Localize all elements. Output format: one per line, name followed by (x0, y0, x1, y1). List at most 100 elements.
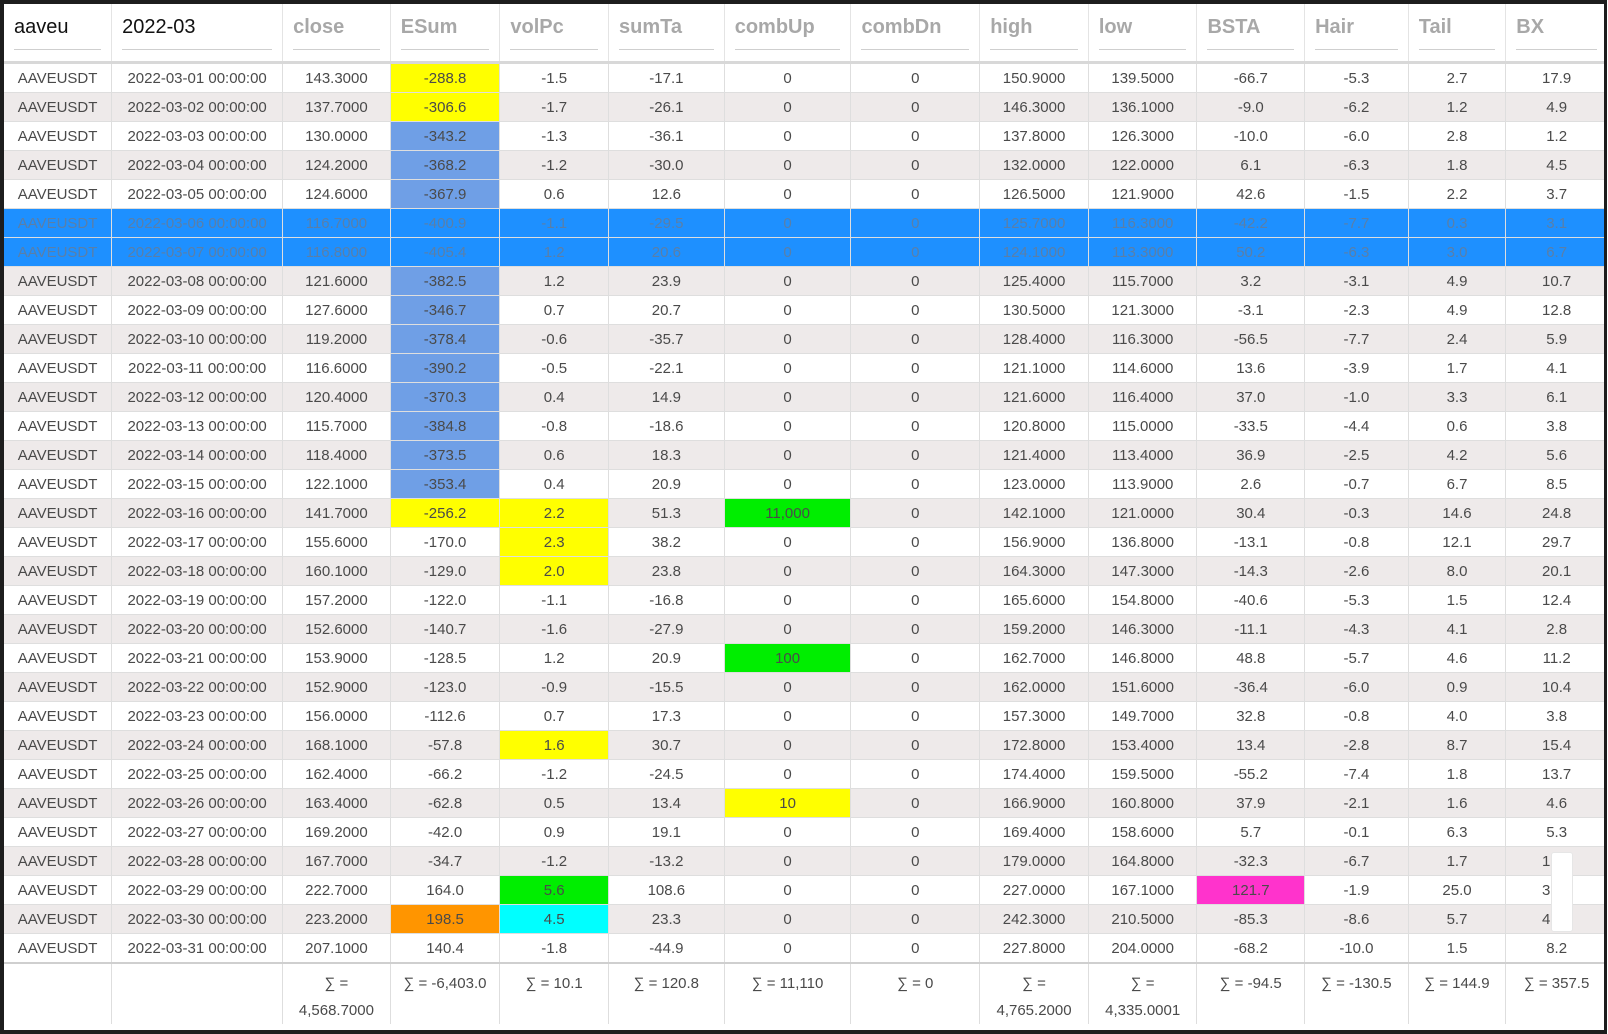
cell-close[interactable]: 157.2000 (282, 585, 391, 615)
cell-symbol[interactable]: AAVEUSDT (4, 237, 113, 267)
cell-high[interactable]: 121.4000 (979, 440, 1089, 470)
table-row[interactable]: AAVEUSDT 2022-03-29 00:00:00 222.7000 164.0… (4, 875, 1604, 905)
cell-date[interactable]: 2022-03-30 00:00:00 (111, 904, 284, 934)
cell-symbol[interactable]: AAVEUSDT (4, 817, 113, 847)
cell-combdn[interactable]: 0 (850, 237, 981, 267)
cell-date[interactable]: 2022-03-26 00:00:00 (111, 788, 284, 818)
cell-bx[interactable]: 13.7 (1505, 759, 1604, 789)
cell-esum[interactable]: -122.0 (390, 585, 501, 615)
cell-high[interactable]: 169.4000 (979, 817, 1089, 847)
cell-high[interactable]: 137.8000 (979, 121, 1089, 151)
cell-bsta[interactable]: 121.7 (1196, 875, 1306, 905)
cell-tail[interactable]: 1.8 (1408, 759, 1507, 789)
cell-combup[interactable]: 0 (724, 672, 852, 702)
cell-symbol[interactable]: AAVEUSDT (4, 295, 113, 325)
cell-sumta[interactable]: 14.9 (608, 382, 725, 412)
cell-date[interactable]: 2022-03-09 00:00:00 (111, 295, 284, 325)
cell-combdn[interactable]: 0 (850, 730, 981, 760)
cell-close[interactable]: 127.6000 (282, 295, 391, 325)
cell-volpc[interactable]: 0.6 (499, 440, 610, 470)
cell-date[interactable]: 2022-03-07 00:00:00 (111, 237, 284, 267)
table-row[interactable]: AAVEUSDT 2022-03-30 00:00:00 223.2000 198.5… (4, 904, 1604, 934)
cell-symbol[interactable]: AAVEUSDT (4, 62, 113, 93)
cell-sumta[interactable]: -27.9 (608, 614, 725, 644)
cell-sumta[interactable]: 19.1 (608, 817, 725, 847)
cell-tail[interactable]: 4.6 (1408, 643, 1507, 673)
table-row[interactable]: AAVEUSDT 2022-03-26 00:00:00 163.4000 -62.8… (4, 788, 1604, 818)
cell-bx[interactable]: 20.1 (1505, 556, 1604, 586)
cell-esum[interactable]: -112.6 (390, 701, 501, 731)
cell-volpc[interactable]: -1.5 (499, 62, 610, 93)
cell-low[interactable]: 126.3000 (1088, 121, 1198, 151)
cell-volpc[interactable]: -1.3 (499, 121, 610, 151)
cell-combdn[interactable]: 0 (850, 701, 981, 731)
cell-high[interactable]: 162.7000 (979, 643, 1089, 673)
cell-close[interactable]: 168.1000 (282, 730, 391, 760)
cell-low[interactable]: 136.8000 (1088, 527, 1198, 557)
cell-hair[interactable]: -6.0 (1304, 121, 1409, 151)
cell-hair[interactable]: -5.3 (1304, 585, 1409, 615)
cell-low[interactable]: 160.8000 (1088, 788, 1198, 818)
cell-combup[interactable]: 0 (724, 527, 852, 557)
cell-tail[interactable]: 5.7 (1408, 904, 1507, 934)
column-header-bx[interactable]: BX (1505, 4, 1604, 64)
cell-hair[interactable]: -2.6 (1304, 556, 1409, 586)
cell-tail[interactable]: 4.0 (1408, 701, 1507, 731)
column-header-hair[interactable]: Hair (1304, 4, 1409, 64)
cell-combdn[interactable]: 0 (850, 208, 981, 238)
table-row[interactable]: AAVEUSDT 2022-03-24 00:00:00 168.1000 -57.8… (4, 730, 1604, 760)
cell-low[interactable]: 158.6000 (1088, 817, 1198, 847)
cell-close[interactable]: 160.1000 (282, 556, 391, 586)
cell-bsta[interactable]: 30.4 (1196, 498, 1306, 528)
cell-close[interactable]: 162.4000 (282, 759, 391, 789)
cell-sumta[interactable]: 108.6 (608, 875, 725, 905)
cell-close[interactable]: 152.6000 (282, 614, 391, 644)
cell-hair[interactable]: -2.5 (1304, 440, 1409, 470)
cell-symbol[interactable]: AAVEUSDT (4, 266, 113, 296)
cell-tail[interactable]: 25.0 (1408, 875, 1507, 905)
cell-hair[interactable]: -0.1 (1304, 817, 1409, 847)
cell-esum[interactable]: 164.0 (390, 875, 501, 905)
cell-date[interactable]: 2022-03-05 00:00:00 (111, 179, 284, 209)
cell-combdn[interactable]: 0 (850, 614, 981, 644)
cell-volpc[interactable]: 1.2 (499, 266, 610, 296)
cell-volpc[interactable]: 1.2 (499, 237, 610, 267)
cell-volpc[interactable]: -1.2 (499, 150, 610, 180)
cell-sumta[interactable]: 51.3 (608, 498, 725, 528)
cell-hair[interactable]: -0.8 (1304, 701, 1409, 731)
cell-symbol[interactable]: AAVEUSDT (4, 208, 113, 238)
table-row[interactable]: AAVEUSDT 2022-03-01 00:00:00 143.3000 -288.… (4, 62, 1604, 93)
cell-tail[interactable]: 1.5 (1408, 933, 1507, 964)
table-row[interactable]: AAVEUSDT 2022-03-09 00:00:00 127.6000 -346.… (4, 295, 1604, 325)
cell-volpc[interactable]: 0.7 (499, 295, 610, 325)
cell-hair[interactable]: -6.7 (1304, 846, 1409, 876)
cell-low[interactable]: 121.3000 (1088, 295, 1198, 325)
cell-low[interactable]: 139.5000 (1088, 62, 1198, 93)
cell-combdn[interactable]: 0 (850, 846, 981, 876)
cell-tail[interactable]: 3.0 (1408, 237, 1507, 267)
cell-high[interactable]: 126.5000 (979, 179, 1089, 209)
cell-close[interactable]: 122.1000 (282, 469, 391, 499)
cell-bsta[interactable]: 37.0 (1196, 382, 1306, 412)
cell-date[interactable]: 2022-03-23 00:00:00 (111, 701, 284, 731)
cell-esum[interactable]: -140.7 (390, 614, 501, 644)
cell-bx[interactable]: 3.8 (1505, 701, 1604, 731)
cell-bsta[interactable]: -9.0 (1196, 92, 1306, 122)
cell-esum[interactable]: -368.2 (390, 150, 501, 180)
table-row[interactable]: AAVEUSDT 2022-03-10 00:00:00 119.2000 -378.… (4, 324, 1604, 354)
cell-bx[interactable]: 6.7 (1505, 237, 1604, 267)
cell-sumta[interactable]: -17.1 (608, 62, 725, 93)
cell-close[interactable]: 115.7000 (282, 411, 391, 441)
cell-low[interactable]: 153.4000 (1088, 730, 1198, 760)
cell-combdn[interactable]: 0 (850, 875, 981, 905)
cell-low[interactable]: 149.7000 (1088, 701, 1198, 731)
cell-esum[interactable]: -384.8 (390, 411, 501, 441)
cell-bx[interactable]: 10.4 (1505, 672, 1604, 702)
cell-esum[interactable]: -66.2 (390, 759, 501, 789)
cell-symbol[interactable]: AAVEUSDT (4, 324, 113, 354)
cell-bx[interactable]: 17.9 (1505, 62, 1604, 93)
cell-combdn[interactable]: 0 (850, 411, 981, 441)
cell-bx[interactable]: 6.1 (1505, 382, 1604, 412)
cell-low[interactable]: 210.5000 (1088, 904, 1198, 934)
cell-low[interactable]: 121.0000 (1088, 498, 1198, 528)
